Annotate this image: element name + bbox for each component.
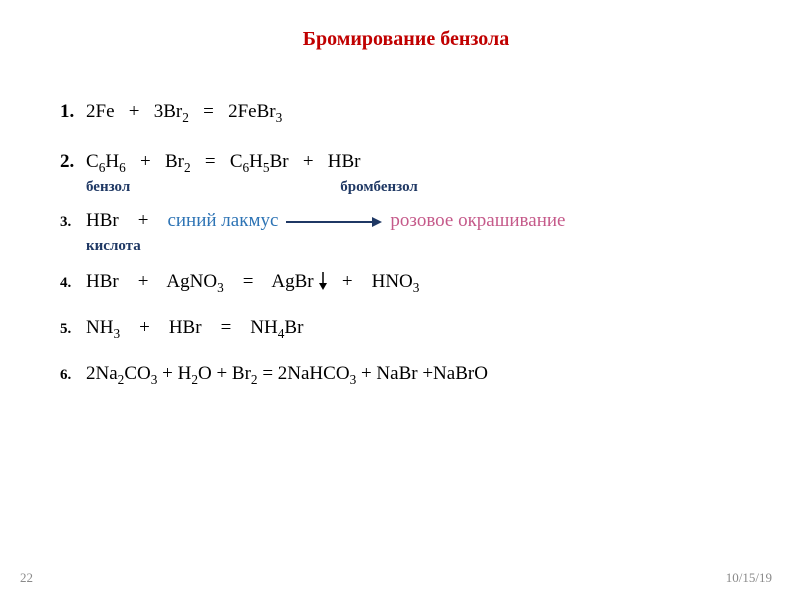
equation-item: 5.NH3 + HBr = NH4Br [60,317,752,339]
equation-item: 1.2Fe + 3Br2 = 2FeBr3 [60,101,752,123]
equation-number: 1. [60,101,86,123]
equation-formula: 2Fe + 3Br2 = 2FeBr3 [86,101,282,123]
equation-item: 3.HBr + синий лакмусрозовое окрашивание [60,210,752,232]
equation-sublabel: кислота [86,238,752,255]
right-arrow-icon [286,216,382,228]
equation-sublabel: бензолбромбензол [86,179,752,196]
equation-formula: 2Na2CO3 + H2O + Br2 = 2NaHCO3 + NaBr +Na… [86,363,488,385]
page-number: 22 [20,570,33,586]
equation-number: 2. [60,151,86,173]
equation-number: 5. [60,321,86,338]
equation-number: 6. [60,367,86,384]
equation-number: 4. [60,275,86,292]
slide-title: Бромирование бензола [60,28,752,51]
slide-date: 10/15/19 [726,570,772,586]
equation-formula: HBr + синий лакмусрозовое окрашивание [86,210,565,232]
equation-number: 3. [60,214,86,231]
equation-item: 4.HBr + AgNO3 = AgBr + HNO3 [60,269,752,293]
equation-list: 1.2Fe + 3Br2 = 2FeBr3 2.C6H6 + Br2 = C6H5… [60,101,752,385]
equation-formula: C6H6 + Br2 = C6H5Br + HBr [86,151,361,173]
equation-item: 6.2Na2CO3 + H2O + Br2 = 2NaHCO3 + NaBr +… [60,363,752,385]
equation-formula: NH3 + HBr = NH4Br [86,317,303,339]
equation-item: 2.C6H6 + Br2 = C6H5Br + HBr [60,151,752,173]
down-arrow-icon [318,272,328,290]
colored-text: розовое окрашивание [390,210,565,231]
equation-formula: HBr + AgNO3 = AgBr + HNO3 [86,269,419,293]
slide: Бромирование бензола 1.2Fe + 3Br2 = 2FeB… [0,0,800,600]
colored-text: синий лакмус [167,210,278,231]
